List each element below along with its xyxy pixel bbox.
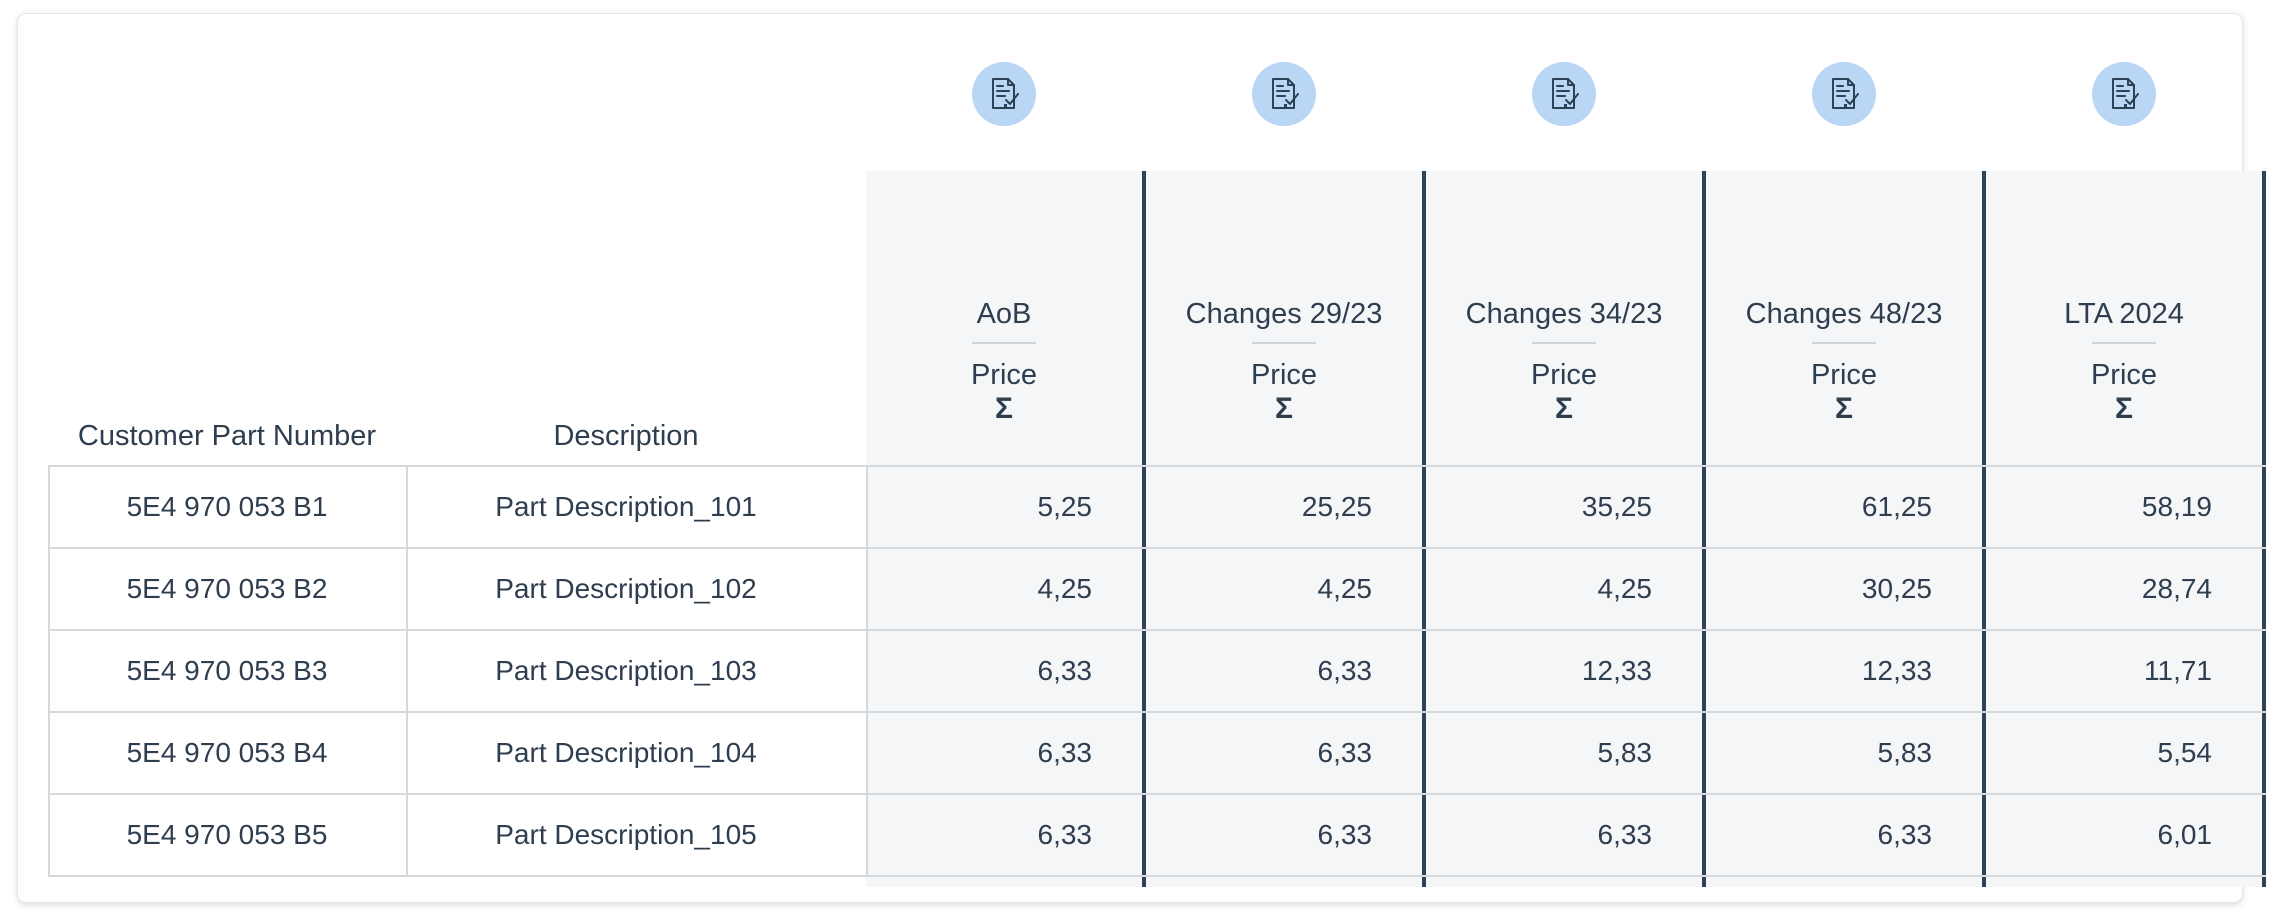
column-divider: [1422, 171, 1426, 887]
column-header-part-number[interactable]: Customer Part Number: [77, 419, 377, 452]
column-title: AoB: [976, 298, 1032, 330]
price-cell[interactable]: 5,54: [2157, 737, 2213, 768]
price-cell[interactable]: 4,25: [1317, 573, 1373, 604]
row-separator: [48, 465, 2266, 467]
column-metric: Price: [1810, 359, 1878, 391]
price-cell[interactable]: 30,25: [1861, 573, 1932, 604]
row-separator: [48, 547, 2266, 549]
document-check-icon[interactable]: [1812, 62, 1876, 126]
document-check-icon[interactable]: [2092, 62, 2156, 126]
column-metric: Price: [1530, 359, 1598, 391]
price-cell[interactable]: 5,25: [1037, 491, 1093, 522]
column-title: LTA 2024: [2064, 298, 2184, 330]
price-column-bg: [1426, 171, 1702, 887]
price-cell[interactable]: 11,71: [2144, 655, 2212, 686]
sum-aggregate-icon[interactable]: Σ: [2114, 392, 2133, 425]
price-column-header[interactable]: Changes 48/23 Price Σ: [1706, 294, 1982, 464]
price-cell[interactable]: 6,33: [1037, 819, 1093, 850]
part-number-cell: 5E4 970 053 B2: [126, 573, 328, 604]
price-column-bg: [1986, 171, 2262, 887]
header-rule: [1812, 342, 1876, 344]
price-cell[interactable]: 12,33: [1861, 655, 1932, 686]
description-cell: Part Description_102: [495, 573, 757, 604]
price-cell[interactable]: 6,01: [2157, 819, 2213, 850]
row-separator: [48, 629, 2266, 631]
header-rule: [1252, 342, 1316, 344]
price-cell[interactable]: 4,25: [1037, 573, 1093, 604]
part-number-cell: 5E4 970 053 B3: [126, 655, 328, 686]
price-cell[interactable]: 6,33: [1317, 655, 1373, 686]
column-divider: [1702, 171, 1706, 887]
sum-aggregate-icon[interactable]: Σ: [1834, 392, 1853, 425]
sum-aggregate-icon[interactable]: Σ: [1554, 392, 1573, 425]
header-rule: [972, 342, 1036, 344]
part-number-cell: 5E4 970 053 B1: [126, 491, 328, 522]
price-cell[interactable]: 12,33: [1581, 655, 1652, 686]
price-cell[interactable]: 6,33: [1037, 655, 1093, 686]
description-cell: Part Description_104: [495, 737, 757, 768]
price-cell[interactable]: 4,25: [1597, 573, 1653, 604]
document-check-icon[interactable]: [1252, 62, 1316, 126]
row-separator: [48, 875, 2266, 877]
price-cell[interactable]: 6,33: [1037, 737, 1093, 768]
column-metric: Price: [2090, 359, 2158, 391]
price-column-bg: [1706, 171, 1982, 887]
column-metric: Price: [1250, 359, 1318, 391]
part-number-cell: 5E4 970 053 B5: [126, 819, 328, 850]
price-cell[interactable]: 6,33: [1317, 819, 1373, 850]
column-title: Changes 29/23: [1185, 298, 1383, 330]
price-cell[interactable]: 25,25: [1301, 491, 1372, 522]
price-column-header[interactable]: Changes 29/23 Price Σ: [1146, 294, 1422, 464]
column-header-description[interactable]: Description: [553, 419, 699, 452]
price-column-header[interactable]: Changes 34/23 Price Σ: [1426, 294, 1702, 464]
price-column-bg: [866, 171, 1142, 887]
part-number-cell: 5E4 970 053 B4: [126, 737, 328, 768]
column-divider: [2262, 171, 2266, 887]
column-separator: [48, 465, 50, 877]
price-cell[interactable]: 28,74: [2141, 573, 2212, 604]
comparison-card: AoB Price Σ Changes 29/23 Price Σ Changes 34/2…: [18, 14, 2266, 902]
price-cell[interactable]: 5,83: [1877, 737, 1933, 768]
header-rule: [1532, 342, 1596, 344]
price-column-header[interactable]: AoB Price Σ: [866, 294, 1142, 464]
column-title: Changes 48/23: [1745, 298, 1943, 330]
price-cell[interactable]: 6,33: [1317, 737, 1373, 768]
document-check-icon[interactable]: [1532, 62, 1596, 126]
price-cell[interactable]: 58,19: [2141, 491, 2212, 522]
column-title: Changes 34/23: [1465, 298, 1663, 330]
price-cell[interactable]: 6,33: [1877, 819, 1933, 850]
header-rule: [2092, 342, 2156, 344]
price-cell[interactable]: 61,25: [1861, 491, 1932, 522]
sum-aggregate-icon[interactable]: Σ: [994, 392, 1013, 425]
column-metric: Price: [970, 359, 1038, 391]
sum-aggregate-icon[interactable]: Σ: [1274, 392, 1293, 425]
column-separator: [866, 465, 868, 877]
price-cell[interactable]: 35,25: [1581, 491, 1652, 522]
price-comparison-table: AoB Price Σ Changes 29/23 Price Σ Changes 34/2…: [48, 14, 2266, 894]
column-separator: [406, 465, 408, 877]
price-column-bg: [1146, 171, 1422, 887]
description-cell: Part Description_105: [495, 819, 757, 850]
price-cell[interactable]: 6,33: [1597, 819, 1653, 850]
row-separator: [48, 711, 2266, 713]
column-divider: [1142, 171, 1146, 887]
price-column-header[interactable]: LTA 2024 Price Σ: [1986, 294, 2262, 464]
column-divider: [1982, 171, 1986, 887]
document-check-icon[interactable]: [972, 62, 1036, 126]
description-cell: Part Description_101: [495, 491, 757, 522]
row-separator: [48, 793, 2266, 795]
price-cell[interactable]: 5,83: [1597, 737, 1653, 768]
description-cell: Part Description_103: [495, 655, 757, 686]
